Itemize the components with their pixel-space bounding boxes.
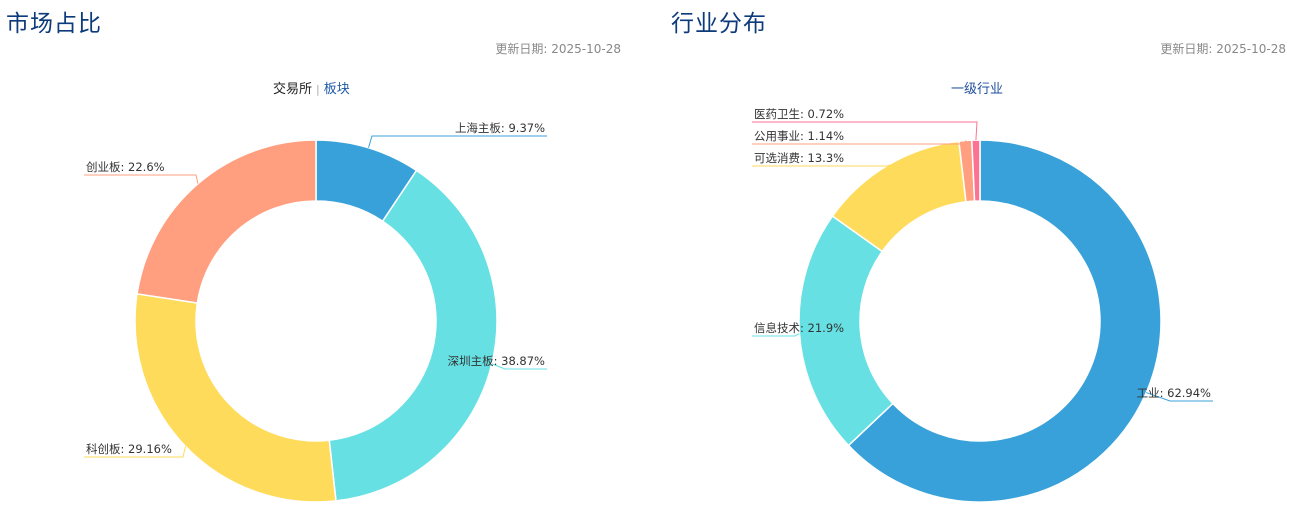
tab-exchange[interactable]: 交易所 bbox=[273, 82, 313, 97]
leader-line-0 bbox=[1146, 392, 1213, 402]
leader-line-3 bbox=[84, 174, 199, 184]
donut-slice-4[interactable] bbox=[971, 139, 981, 202]
leader-line-1 bbox=[491, 363, 547, 370]
leader-line-2 bbox=[84, 446, 186, 458]
slice-label-2: 可选消费: 13.3% bbox=[754, 151, 844, 165]
slice-label-4: 医药卫生: 0.72% bbox=[754, 107, 844, 121]
industry-update-date: 更新日期: 2025-10-28 bbox=[1160, 42, 1286, 56]
market-share-donut-chart: 上海主板: 9.37% 深圳主板: 38.87% 科创板: 29.16% 创业板: 2… bbox=[84, 121, 547, 503]
tab-sector[interactable]: 板块 bbox=[323, 82, 350, 97]
slice-label-0: 上海主板: 9.37% bbox=[455, 121, 545, 135]
industry-distribution-title: 行业分布 bbox=[671, 11, 767, 37]
donut-slices bbox=[798, 139, 1162, 503]
donut-slice-3[interactable] bbox=[136, 139, 317, 304]
slice-label-2: 科创板: 29.16% bbox=[86, 442, 172, 456]
donut-slices bbox=[134, 139, 498, 503]
industry-distribution-donut-chart: 工业: 62.94% 信息技术: 21.9% 可选消费: 13.3% 公用事业: 1.… bbox=[752, 107, 1213, 503]
donut-slice-0[interactable] bbox=[847, 139, 1162, 503]
industry-level-label[interactable]: 一级行业 bbox=[951, 82, 1004, 97]
market-share-title: 市场占比 bbox=[6, 11, 102, 37]
donut-slice-1[interactable] bbox=[328, 169, 498, 502]
slice-label-3: 公用事业: 1.14% bbox=[754, 129, 844, 143]
tab-separator: | bbox=[316, 83, 320, 96]
industry-distribution-panel: 行业分布 更新日期: 2025-10-28 一级行业 工业: 62.94% 信息技… bbox=[647, 0, 1294, 509]
market-share-panel: 市场占比 更新日期: 2025-10-28 交易所 | 板块 上海主板: 9.37%… bbox=[6, 11, 621, 503]
donut-slice-2[interactable] bbox=[134, 292, 337, 503]
leader-line-4 bbox=[752, 121, 978, 141]
donut-labels: 上海主板: 9.37% 深圳主板: 38.87% 科创板: 29.16% 创业板: 2… bbox=[84, 121, 547, 458]
donut-labels: 工业: 62.94% 信息技术: 21.9% 可选消费: 13.3% 公用事业: 1.… bbox=[752, 107, 1213, 402]
market-update-date: 更新日期: 2025-10-28 bbox=[495, 42, 621, 56]
market-tabs: 交易所 | 板块 bbox=[273, 78, 350, 97]
slice-label-1: 深圳主板: 38.87% bbox=[448, 354, 545, 368]
slice-label-1: 信息技术: 21.9% bbox=[754, 321, 844, 335]
leader-line-2 bbox=[752, 164, 898, 167]
slice-label-0: 工业: 62.94% bbox=[1137, 386, 1211, 400]
leader-line-0 bbox=[368, 135, 547, 148]
leader-line-3 bbox=[752, 140, 971, 145]
slice-label-3: 创业板: 22.6% bbox=[86, 160, 165, 174]
leader-line-1 bbox=[752, 333, 800, 337]
